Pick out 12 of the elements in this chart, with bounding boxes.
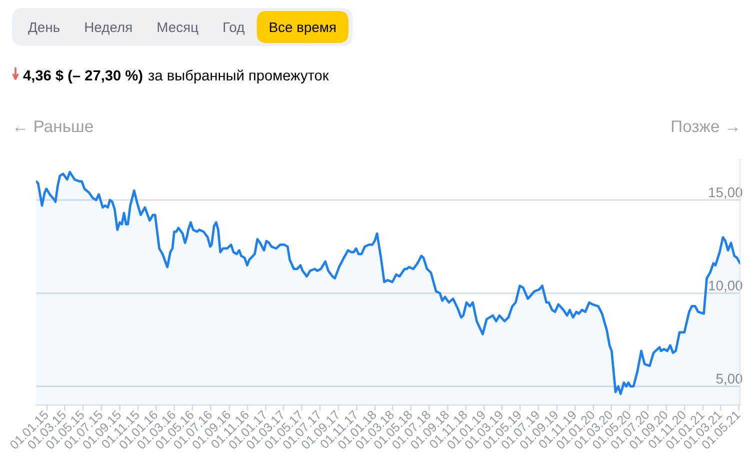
text: День	[28, 22, 60, 35]
text: Все время	[270, 22, 336, 35]
y-tick-label: 10,00	[709, 280, 742, 292]
text: Позже →	[672, 120, 738, 132]
text: Неделя	[85, 22, 132, 35]
text: Год	[224, 22, 244, 35]
chart-subtitle: за выбранный промежуток	[148, 70, 329, 84]
y-tick-label: 5,00	[716, 374, 742, 386]
y-tick-label: 15,00	[709, 187, 742, 199]
chart-title: 4,36 $ (– 27,30 %)	[23, 70, 142, 84]
text: ← Раньше	[15, 120, 93, 132]
text: Месяц	[158, 22, 198, 35]
